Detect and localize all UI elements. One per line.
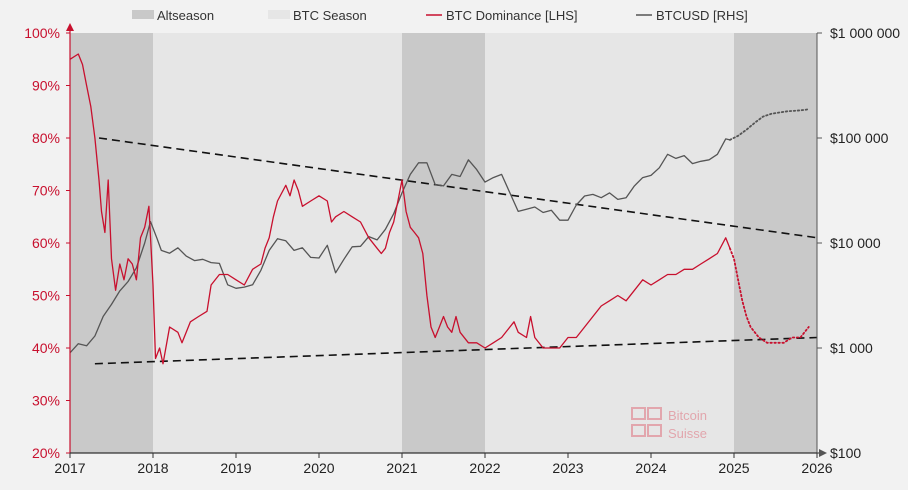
y-left-tick-label: 20%	[32, 445, 60, 461]
btc-dominance-line	[69, 53, 731, 365]
btc-dominance-projection-line	[729, 247, 810, 344]
x-tick-label: 2019	[220, 460, 251, 476]
y-right-tick-label: $1 000 000	[830, 25, 900, 41]
band-btc-season	[153, 33, 402, 453]
trendline	[94, 336, 818, 365]
band-altseason	[402, 33, 485, 453]
legend-label-btc-dominance-lhs: BTC Dominance [LHS]	[446, 8, 578, 23]
x-tick-label: 2026	[801, 460, 832, 476]
y-left-tick-label: 30%	[32, 393, 60, 409]
watermark-line1: Bitcoin	[668, 408, 707, 423]
x-tick-label: 2024	[635, 460, 666, 476]
logo-block	[647, 407, 662, 420]
y-right-tick-label: $100 000	[830, 130, 889, 146]
legend-label-btc-season: BTC Season	[293, 8, 367, 23]
y-right-tick-label: $1 000	[830, 340, 873, 356]
y-right-tick-label: $10 000	[830, 235, 881, 251]
band-btc-season	[485, 33, 734, 453]
legend-swatch-altseason	[132, 10, 154, 19]
trendlines-layer	[94, 137, 818, 365]
legend: Altseason BTC Season BTC Dominance [LHS] BT…	[132, 8, 748, 23]
x-tick-label: 2021	[386, 460, 417, 476]
y-left-tick-label: 60%	[32, 235, 60, 251]
legend-label-btcusd-rhs: BTCUSD [RHS]	[656, 8, 748, 23]
logo-block	[647, 424, 662, 437]
band-altseason	[734, 33, 817, 453]
watermark-line2: Suisse	[668, 426, 707, 441]
logo-block	[631, 407, 646, 420]
y-left-tick-label: 70%	[32, 183, 60, 199]
y-left-tick-label: 100%	[24, 25, 60, 41]
x-tick-label: 2017	[54, 460, 85, 476]
y-right-tick-label: $100	[830, 445, 861, 461]
band-altseason	[70, 33, 153, 453]
legend-swatch-btc-season	[268, 10, 290, 19]
legend-label-altseason: Altseason	[157, 8, 214, 23]
x-tick-label: 2023	[552, 460, 583, 476]
y-left-tick-label: 90%	[32, 78, 60, 94]
series-layer	[69, 53, 810, 365]
y-left-tick-label: 80%	[32, 130, 60, 146]
x-tick-label: 2022	[469, 460, 500, 476]
x-axis-arrow	[819, 449, 827, 457]
trendline	[98, 137, 818, 239]
x-tick-label: 2025	[718, 460, 749, 476]
y-left-arrow	[66, 23, 74, 31]
logo-block	[631, 424, 646, 437]
bitcoin-suisse-logo-icon	[631, 407, 662, 437]
y-left-tick-label: 50%	[32, 288, 60, 304]
bands-layer	[70, 33, 817, 453]
x-tick-label: 2020	[303, 460, 334, 476]
btcusd-projection-line	[729, 108, 810, 141]
watermark: Bitcoin Suisse	[631, 407, 707, 441]
y-left-tick-label: 40%	[32, 340, 60, 356]
axes-layer: 20% 30% 40% 50% 60% 70% 80% 90% 100% $100 $1 000 $1…	[24, 23, 900, 476]
x-tick-label: 2018	[137, 460, 168, 476]
